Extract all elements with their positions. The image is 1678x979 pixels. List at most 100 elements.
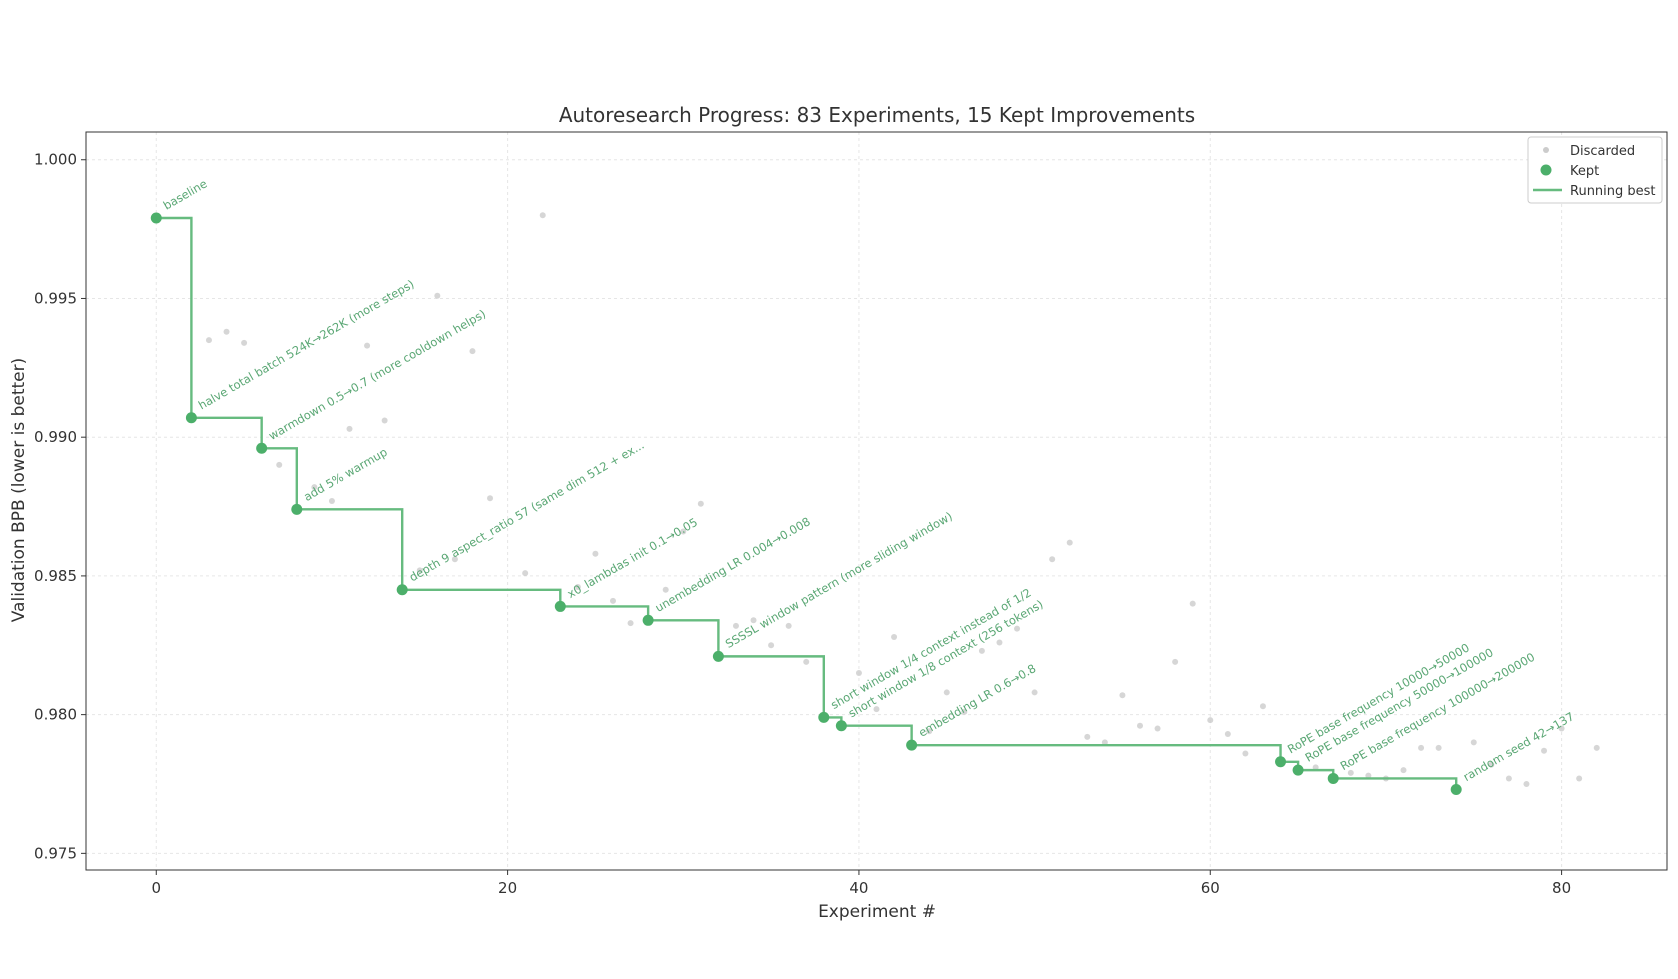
discarded-point (276, 461, 283, 468)
discarded-point (1541, 747, 1548, 754)
grid (86, 132, 1667, 870)
y-tick-label: 0.980 (34, 706, 77, 724)
discarded-point (1101, 739, 1108, 746)
discarded-point (1312, 764, 1319, 771)
kept-point (835, 720, 847, 732)
discarded-point (768, 642, 775, 649)
kept-point (1275, 756, 1287, 768)
discarded-point (1224, 731, 1231, 738)
discarded-points (205, 212, 1600, 787)
discarded-point (1435, 744, 1442, 751)
discarded-point (1418, 744, 1425, 751)
discarded-point (750, 617, 757, 624)
legend-discarded-label: Discarded (1570, 144, 1635, 159)
y-tick-label: 0.990 (34, 428, 77, 446)
discarded-point (469, 348, 476, 355)
discarded-point (732, 622, 739, 629)
discarded-point (1084, 733, 1091, 740)
discarded-point (381, 417, 388, 424)
discarded-point (1014, 625, 1021, 632)
y-axis-ticks: 1.000 0.995 0.990 0.985 0.980 0.975 (34, 151, 86, 862)
discarded-point (1523, 780, 1530, 787)
discarded-point (1259, 703, 1266, 710)
discarded-point (1119, 692, 1126, 699)
discarded-point (1470, 739, 1477, 746)
discarded-point (1488, 761, 1495, 768)
discarded-point (1172, 658, 1179, 665)
kept-point (1292, 764, 1304, 776)
discarded-point (662, 586, 669, 593)
discarded-point (610, 597, 616, 604)
kept-point (1327, 772, 1339, 784)
discarded-point (1505, 775, 1512, 782)
discarded-point (961, 708, 968, 715)
y-axis-label: Validation BPB (lower is better) (9, 358, 29, 623)
discarded-point (451, 556, 458, 563)
discarded-point (1189, 600, 1196, 607)
discarded-point (434, 292, 441, 299)
discarded-point (241, 339, 248, 346)
x-tick-label: 20 (498, 879, 517, 897)
discarded-point (1576, 775, 1583, 782)
discarded-point (1137, 722, 1143, 729)
discarded-point (1365, 772, 1372, 779)
discarded-point (539, 212, 546, 219)
discarded-point (223, 328, 230, 335)
plot-frame (85, 131, 1668, 871)
kept-point (554, 600, 566, 612)
discarded-point (1066, 539, 1073, 546)
legend-discarded-marker (1543, 147, 1549, 153)
discarded-point (205, 337, 212, 344)
kept-point (291, 503, 303, 515)
discarded-point (1049, 556, 1056, 563)
legend-box (1527, 136, 1663, 204)
discarded-point (785, 622, 792, 629)
discarded-point (1558, 725, 1565, 732)
x-tick-label: 0 (151, 879, 161, 897)
y-tick-label: 0.985 (34, 567, 77, 585)
y-tick-label: 1.000 (34, 151, 77, 169)
discarded-point (873, 706, 880, 713)
discarded-point (1347, 769, 1354, 776)
discarded-point (627, 620, 634, 627)
chart-title: Autoresearch Progress: 83 Experiments, 1… (559, 103, 1195, 127)
kept-point (818, 711, 830, 723)
discarded-point (1207, 717, 1214, 724)
x-tick-label: 60 (1201, 879, 1220, 897)
x-tick-label: 80 (1552, 879, 1571, 897)
discarded-point (592, 550, 599, 557)
legend-running-best-label: Running best (1570, 184, 1656, 199)
discarded-point (680, 528, 687, 535)
legend-kept-marker (1540, 164, 1552, 176)
discarded-point (996, 639, 1003, 646)
legend: Discarded Kept Running best (1527, 136, 1663, 204)
discarded-point (697, 500, 704, 507)
discarded-point (1242, 750, 1249, 757)
discarded-point (943, 689, 950, 696)
discarded-point (1154, 725, 1161, 732)
kept-point (256, 442, 268, 454)
discarded-point (574, 584, 581, 591)
x-tick-label: 40 (849, 879, 868, 897)
kept-point (396, 584, 408, 596)
discarded-point (891, 633, 898, 640)
y-tick-label: 0.975 (34, 844, 77, 862)
discarded-point (978, 647, 985, 654)
x-axis-ticks: 0 20 40 60 80 (151, 870, 1571, 897)
discarded-point (487, 495, 494, 502)
kept-point (150, 212, 162, 224)
discarded-point (522, 570, 529, 577)
kept-point (642, 614, 654, 626)
kept-point (185, 412, 197, 424)
kept-points (150, 212, 1462, 796)
discarded-point (803, 658, 810, 665)
discarded-point (855, 670, 862, 677)
discarded-point (1400, 767, 1407, 774)
discarded-point (1031, 689, 1038, 696)
legend-kept-label: Kept (1570, 164, 1599, 179)
discarded-point (328, 498, 335, 504)
kept-point (712, 650, 724, 662)
discarded-point (346, 425, 353, 432)
